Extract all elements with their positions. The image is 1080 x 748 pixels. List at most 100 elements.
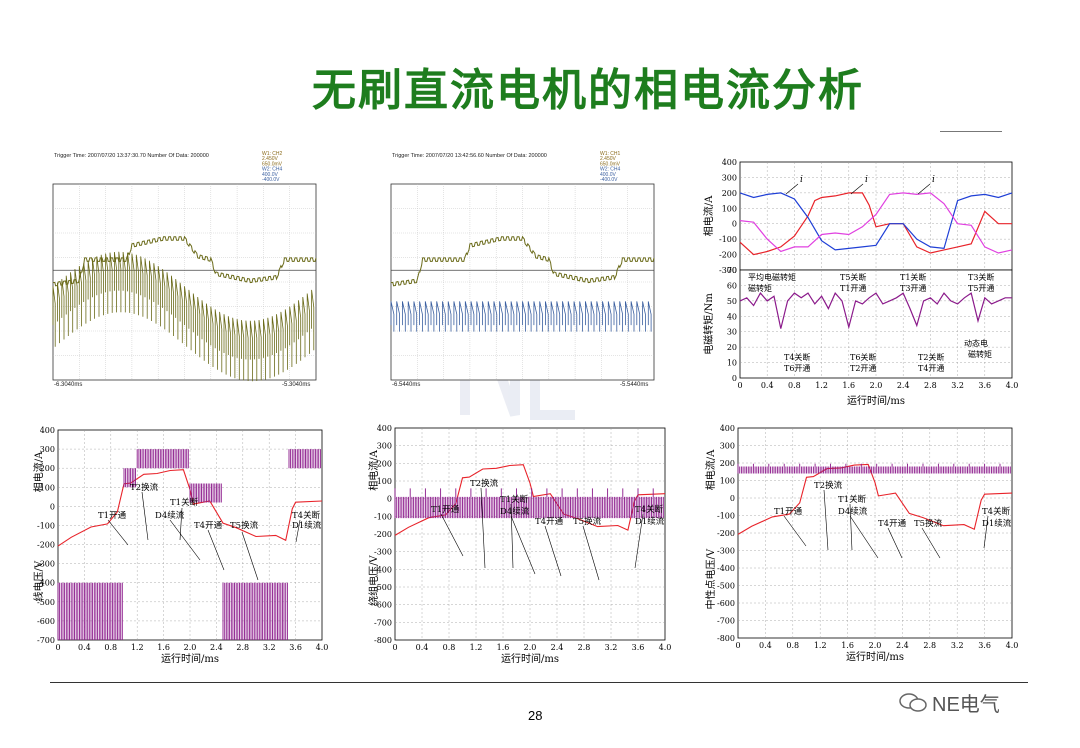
slide-title: 无刷直流电机的相电流分析 [312, 65, 864, 116]
tr-annotation: T4开通 [918, 363, 944, 373]
chart-br-voltage-series [737, 463, 1011, 474]
osc-left-time: -6.5440ms [392, 382, 420, 388]
chart-bm-annotation-arrow [544, 525, 562, 577]
tr-x-tick: 3.6 [978, 381, 991, 390]
chart-br-y-tick: -600 [717, 599, 735, 608]
chart-bl-annotation: T1开通 [98, 510, 127, 521]
chart-br-y-tick: 200 [720, 459, 735, 468]
osc-header: Trigger Time: 2007/07/20 13:42:56.60 Num… [392, 153, 547, 159]
chart-bl-y-tick: 300 [40, 445, 55, 454]
chart-bm-x-tick: 3.2 [605, 643, 618, 652]
chart-bm-y-tick: 100 [377, 477, 392, 486]
chart-bl-current-series [57, 469, 323, 547]
osc-voltage-trace [390, 301, 652, 332]
chart-br-x-tick: 0.4 [759, 641, 772, 650]
chart-winding-voltage: 400 300 200 100 0 -100 -200 -300 -400 -500 -600 -70… [367, 424, 672, 665]
chart-br-y-tick: -500 [717, 582, 735, 591]
chart-bm-annotation-arrow [480, 487, 486, 569]
chart-bm-annotation: T1关断 [500, 494, 529, 505]
chart-phase-current-torque: 4003002001000-100-200-300706050403020100… [702, 158, 1018, 407]
chart-br-annotation: T4关断 [982, 506, 1011, 517]
chart-bl-y-tick: 100 [40, 483, 55, 492]
chart-br-annotation: D1续流 [982, 518, 1012, 529]
chart-line-voltage: 400 300 200 100 0 -100 -200 -300 -400 -500 -600 -70… [32, 426, 328, 665]
chart-bm-voltage-series [394, 488, 664, 519]
chart-br-annotation: T1开通 [774, 506, 803, 517]
chart-bm-x-label: 运行时间/ms [501, 652, 559, 665]
chart-bm-annotation: T4开通 [535, 516, 564, 527]
tr-annotation: T1关断 [900, 272, 926, 282]
chart-bm-x-tick: 0.8 [443, 643, 456, 652]
chart-br-annotation-arrow [783, 515, 807, 547]
chart-br-x-label: 运行时间/ms [846, 650, 904, 663]
chart-bm-annotation-arrow [634, 513, 644, 569]
chart-bm-y-tick: -800 [374, 636, 392, 645]
tr-current-y-tick: -300 [719, 266, 737, 275]
chart-bl-x-tick: 3.6 [289, 643, 302, 652]
tr-torque-series [739, 291, 1012, 330]
chart-bm-y-tick: -600 [374, 601, 392, 610]
tr-i-label: i [865, 175, 868, 185]
tr-annotation: T5开通 [968, 283, 994, 293]
chart-br-annotation-arrow [849, 515, 879, 559]
chart-bm-annotation-arrow [510, 503, 514, 569]
chart-bl-x-tick: 2.8 [236, 643, 249, 652]
chart-br-x-tick: 2.8 [923, 641, 936, 650]
chart-br-annotation-arrow [849, 503, 853, 551]
osc-right-time: -5.3040ms [282, 382, 310, 388]
tr-current-y-tick: 0 [732, 220, 737, 229]
chart-br-y-tick: 300 [720, 442, 735, 451]
chart-bm-ylabel-bottom: 绕组电压/V [367, 555, 380, 606]
chart-bl-y-tick: -400 [37, 579, 55, 588]
chart-bl-y-tick: -300 [37, 560, 55, 569]
tr-x-tick: 2.8 [924, 381, 937, 390]
tr-i-arrow [785, 183, 799, 195]
tr-i-label: i [932, 175, 935, 185]
chart-bm-x-tick: 2.0 [524, 643, 537, 652]
chart-br-ylabel-bottom: 中性点电压/V [704, 548, 717, 609]
osc-channel-label: -400.0V [262, 177, 280, 183]
tr-i-label: i [800, 175, 803, 185]
tr-current-series [739, 192, 1013, 251]
chart-bl-x-tick: 0.8 [104, 643, 117, 652]
chart-bm-x-tick: 4.0 [659, 643, 672, 652]
chart-bm-y-tick: 200 [377, 459, 392, 468]
tr-annotation: T4关断 [784, 352, 810, 362]
chart-bm-y-tick: -700 [374, 618, 392, 627]
tr-annotation: T6关断 [850, 352, 876, 362]
chart-bl-x-tick: 2.0 [184, 643, 197, 652]
tr-torque-y-tick: 70 [727, 266, 737, 275]
osc-current-trace [390, 235, 655, 287]
page-number: 28 [528, 708, 543, 723]
chart-br-annotation-arrow [823, 489, 829, 551]
osc-right-time: -5.5440ms [620, 382, 648, 388]
chart-bm-annotation-arrow [440, 513, 464, 557]
chart-br-x-tick: 2.0 [869, 641, 882, 650]
chart-bl-annotation: T1关断 [170, 497, 199, 508]
tr-x-tick: 3.2 [951, 381, 964, 390]
chart-bm-y-tick: -500 [374, 583, 392, 592]
osc-channel-label: W2: CH4 [262, 167, 283, 173]
chart-bm-y-tick: -400 [374, 565, 392, 574]
footer-rule [50, 682, 1028, 683]
tr-torque-y-tick: 20 [727, 343, 737, 352]
tr-current-y-tick: -100 [719, 235, 737, 244]
tr-i-arrow [917, 183, 931, 195]
tr-x-tick: 1.6 [842, 381, 855, 390]
tr-annotation: T3开通 [900, 283, 926, 293]
chart-bl-annotation: T4关断 [292, 510, 321, 521]
tr-ylabel-current: 相电流/A [702, 195, 715, 236]
tr-torque-y-tick: 50 [727, 297, 737, 306]
osc-left-time: -6.3040ms [54, 382, 82, 388]
chart-bl-annotation: T2换流 [130, 482, 159, 493]
osc-header: Trigger Time: 2007/07/20 13:37:30.70 Num… [54, 153, 209, 159]
chart-bl-annotation-arrow [241, 531, 259, 581]
tr-torque-y-tick: 0 [732, 374, 737, 383]
chart-br-x-tick: 3.2 [951, 641, 964, 650]
osc-channel-label: W2: CH4 [600, 167, 621, 173]
chart-bl-annotation-arrow [207, 529, 225, 571]
brand-watermark: NE电气 [898, 688, 1000, 717]
chart-bm-y-tick: 300 [377, 442, 392, 451]
brand-watermark-text: NE电气 [932, 694, 1000, 716]
chart-bl-annotation-arrow [169, 519, 201, 561]
